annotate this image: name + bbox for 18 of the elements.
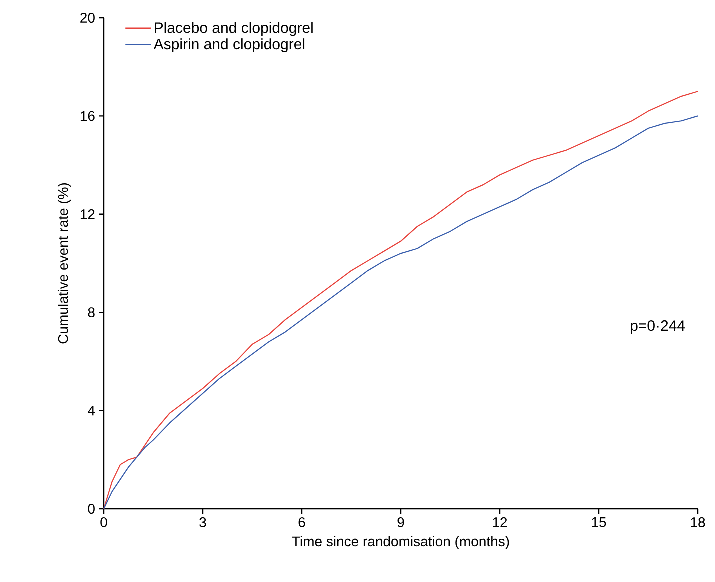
x-tick-label: 12 xyxy=(493,518,508,528)
legend-label: Aspirin and clopidogrel xyxy=(154,38,305,53)
y-tick-label: 16 xyxy=(80,111,95,122)
x-tick-label: 6 xyxy=(298,518,306,528)
y-tick-label: 20 xyxy=(80,13,95,23)
legend-label: Placebo and clopidogrel xyxy=(155,22,313,36)
y-tick-label: 4 xyxy=(88,406,96,416)
y-tick-label: 8 xyxy=(88,308,95,318)
x-tick-label: 0 xyxy=(100,518,108,528)
y-tick-label: 12 xyxy=(80,210,95,220)
annotation: p=0·244 xyxy=(631,320,686,334)
x-tick-label: 18 xyxy=(691,518,706,528)
y-axis-title: Cumulative event rate (%) xyxy=(58,183,72,344)
x-tick-label: 3 xyxy=(200,518,206,528)
x-tick-label: 9 xyxy=(398,518,404,528)
x-tick-label: 15 xyxy=(592,518,606,528)
x-axis-title: Time since randomisation (months) xyxy=(292,536,510,550)
y-tick-label: 0 xyxy=(88,504,95,514)
